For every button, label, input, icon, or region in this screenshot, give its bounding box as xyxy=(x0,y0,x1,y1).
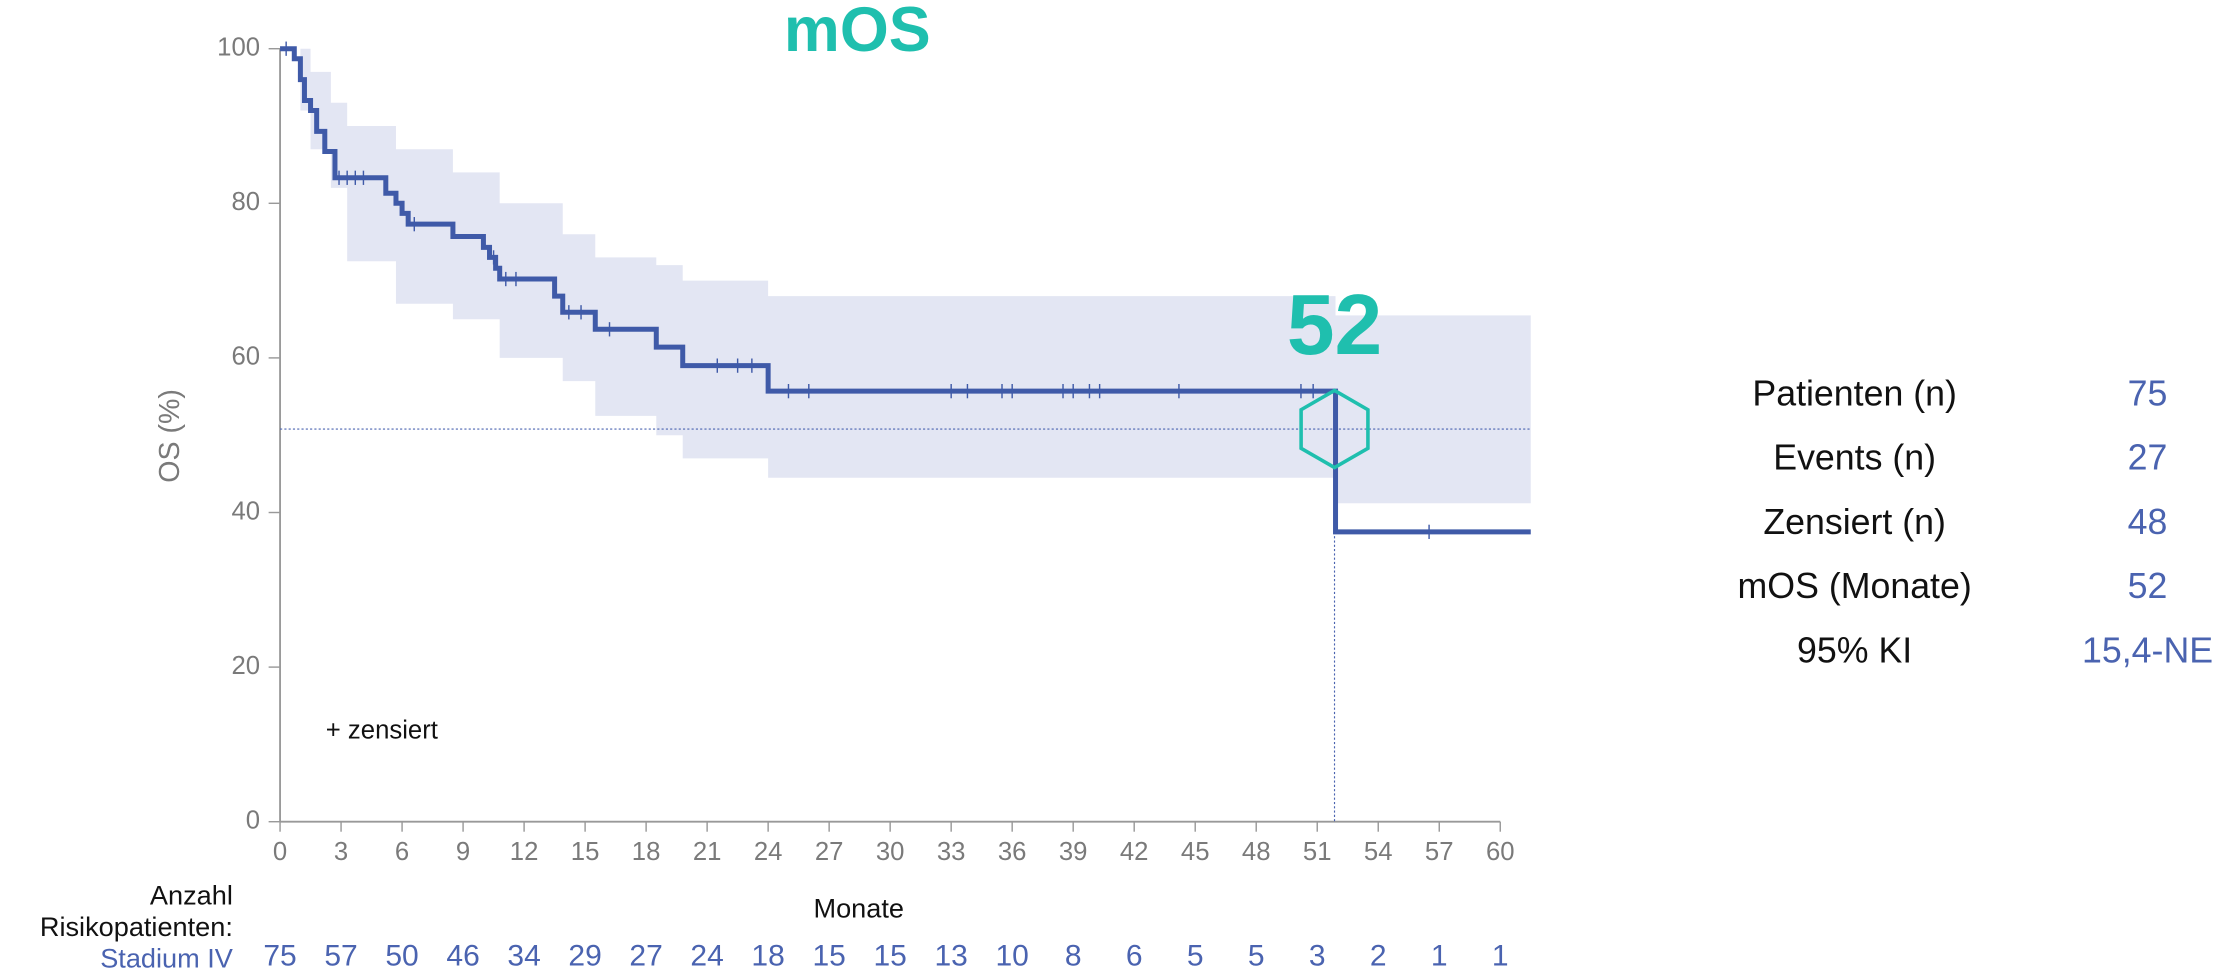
x-tick-label: 33 xyxy=(937,838,966,866)
y-tick-label: 40 xyxy=(231,497,260,525)
stat-label: mOS (Monate) xyxy=(1738,566,1972,606)
x-tick-label: 36 xyxy=(998,838,1027,866)
x-tick-label: 21 xyxy=(693,838,722,866)
risk-series-name: Stadium IV xyxy=(100,942,233,969)
risk-value: 24 xyxy=(690,939,723,969)
survival-curve xyxy=(280,46,1531,535)
risk-value: 8 xyxy=(1065,939,1082,969)
risk-value: 6 xyxy=(1126,939,1143,969)
risk-value: 34 xyxy=(507,939,540,969)
stat-label: 95% KI xyxy=(1797,631,1912,671)
y-tick-label: 0 xyxy=(246,807,260,835)
x-tick-label: 57 xyxy=(1425,838,1454,866)
x-tick-label: 12 xyxy=(510,838,539,866)
risk-value: 2 xyxy=(1370,939,1387,969)
y-tick-label: 100 xyxy=(217,33,260,61)
stat-value: 27 xyxy=(2128,438,2168,478)
x-tick-label: 48 xyxy=(1242,838,1271,866)
x-tick-label: 18 xyxy=(632,838,661,866)
x-tick-label: 60 xyxy=(1486,838,1515,866)
risk-value: 3 xyxy=(1309,939,1326,969)
risk-value: 5 xyxy=(1187,939,1204,969)
stat-value: 48 xyxy=(2128,502,2168,542)
risk-value: 27 xyxy=(629,939,662,969)
risk-value: 15 xyxy=(873,939,906,969)
legend: + zensiert xyxy=(326,716,438,744)
risk-value: 46 xyxy=(446,939,479,969)
y-axis-label: OS (%) xyxy=(154,389,186,483)
risk-value: 10 xyxy=(995,939,1028,969)
x-tick-label: 27 xyxy=(815,838,844,866)
y-tick-label: 60 xyxy=(231,343,260,371)
x-tick-label: 42 xyxy=(1120,838,1149,866)
stat-value: 52 xyxy=(2128,566,2168,606)
chart-title: mOS xyxy=(784,0,931,65)
x-tick-label: 9 xyxy=(456,838,470,866)
x-tick-label: 0 xyxy=(273,838,287,866)
risk-value: 5 xyxy=(1248,939,1265,969)
risk-value: 15 xyxy=(812,939,845,969)
median-label: 52 xyxy=(1287,277,1382,373)
x-tick-label: 3 xyxy=(334,838,348,866)
risk-value: 18 xyxy=(751,939,784,969)
confidence-band xyxy=(280,48,1531,741)
x-tick-label: 24 xyxy=(754,838,783,866)
stat-label: Zensiert (n) xyxy=(1763,502,1946,542)
x-tick-label: 45 xyxy=(1181,838,1210,866)
risk-value: 29 xyxy=(568,939,601,969)
x-tick-label: 51 xyxy=(1303,838,1332,866)
x-tick-label: 30 xyxy=(876,838,905,866)
risk-value: 1 xyxy=(1431,939,1448,969)
risk-value: 1 xyxy=(1492,939,1509,969)
risk-value: 50 xyxy=(385,939,418,969)
risk-title: Anzahl xyxy=(150,880,233,911)
y-tick-label: 20 xyxy=(231,652,260,680)
stat-value: 15,4-NE xyxy=(2082,631,2213,671)
y-tick-label: 80 xyxy=(231,188,260,216)
x-tick-label: 39 xyxy=(1059,838,1088,866)
stat-value: 75 xyxy=(2128,373,2168,413)
risk-title: Risikopatienten: xyxy=(40,911,233,942)
risk-value: 13 xyxy=(934,939,967,969)
stat-label: Patienten (n) xyxy=(1752,373,1957,413)
x-tick-label: 6 xyxy=(395,838,409,866)
x-axis-label: Monate xyxy=(813,892,903,923)
stat-label: Events (n) xyxy=(1773,438,1936,478)
median-marker xyxy=(1299,388,1370,470)
risk-value: 57 xyxy=(324,939,357,969)
risk-value: 75 xyxy=(263,939,296,969)
x-tick-label: 54 xyxy=(1364,838,1393,866)
x-tick-label: 15 xyxy=(571,838,600,866)
